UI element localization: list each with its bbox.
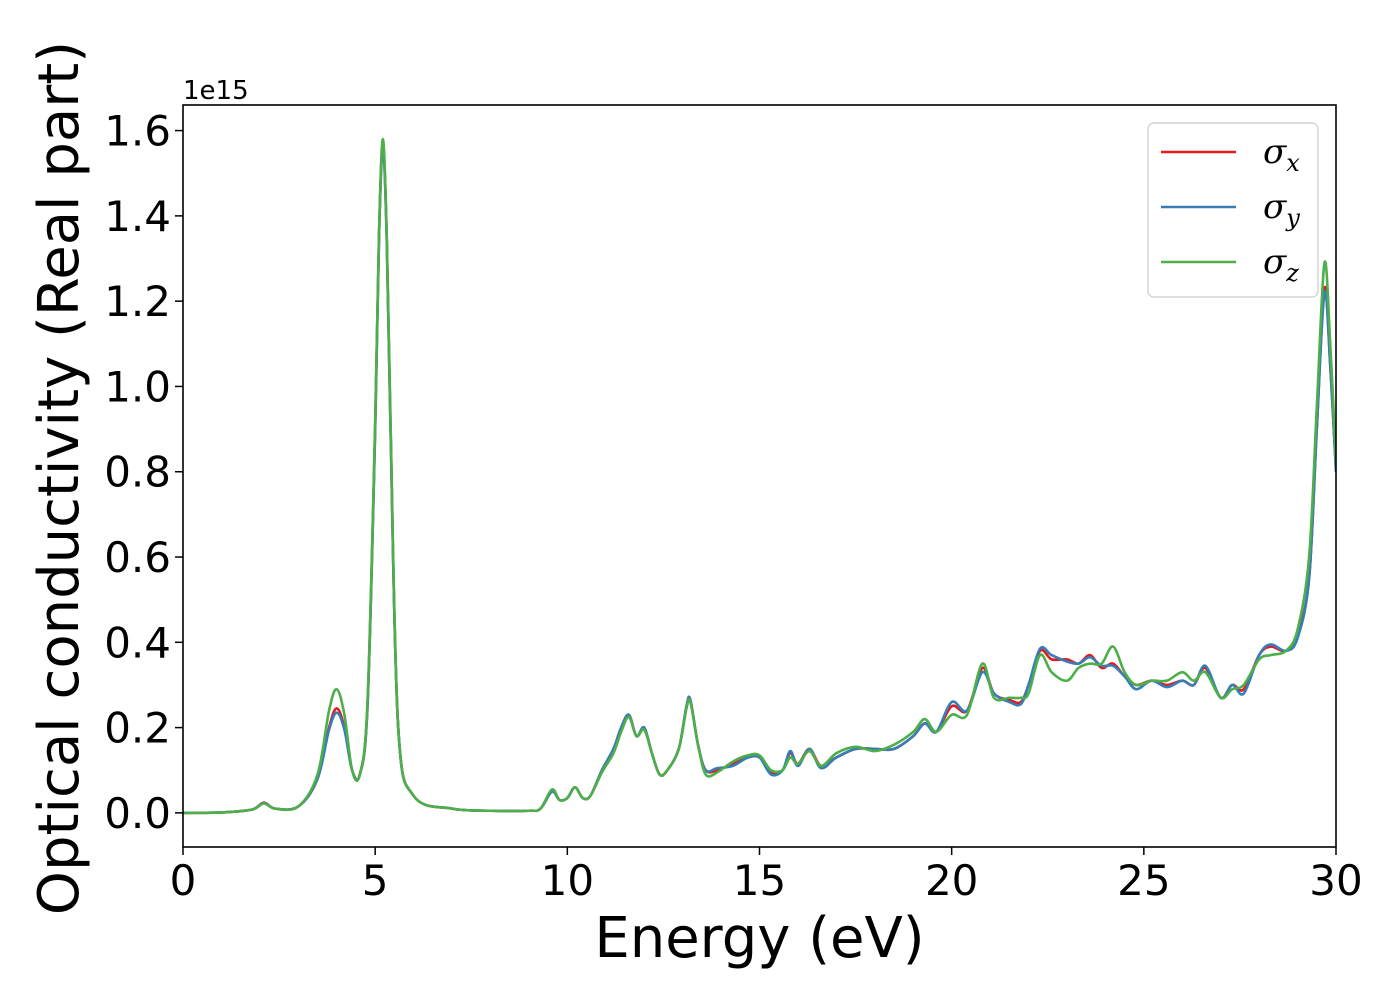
legend-label-z: σz (1263, 242, 1299, 287)
x-tick-label: 30 (1309, 856, 1362, 905)
legend-box (1147, 122, 1319, 298)
y-tick-label: 1.2 (104, 277, 171, 326)
y-tick-label: 0.8 (104, 448, 171, 497)
series-layer (183, 137, 1336, 815)
legend: σx σy σz (1147, 122, 1319, 298)
x-tick-label: 0 (170, 856, 197, 905)
x-tick-label: 10 (541, 856, 594, 905)
x-tick-label: 15 (733, 856, 786, 905)
x-axis-label: Energy (eV) (594, 906, 924, 971)
y-tick-label: 0.0 (104, 789, 171, 838)
y-tick-label: 1.4 (104, 192, 171, 241)
series-line-z (183, 137, 1336, 815)
y-offset-text: 1e15 (183, 76, 249, 106)
x-axis: 0 5 10 15 20 25 30 (170, 847, 1363, 905)
y-tick-label: 0.4 (104, 618, 171, 667)
y-tick-label: 0.6 (104, 533, 171, 582)
x-tick-label: 5 (362, 856, 389, 905)
x-tick-label: 25 (1117, 856, 1170, 905)
x-tick-label: 20 (925, 856, 978, 905)
y-tick-label: 1.6 (104, 107, 171, 156)
y-tick-label: 0.2 (104, 704, 171, 753)
y-axis: 0.0 0.2 0.4 0.6 0.8 1.0 1.2 1.4 1.6 (104, 107, 183, 838)
legend-label-x: σx (1263, 132, 1300, 177)
y-tick-label: 1.0 (104, 362, 171, 411)
y-axis-label: Optical conductivity (Real part) (27, 41, 92, 915)
legend-label-y: σy (1263, 187, 1300, 232)
